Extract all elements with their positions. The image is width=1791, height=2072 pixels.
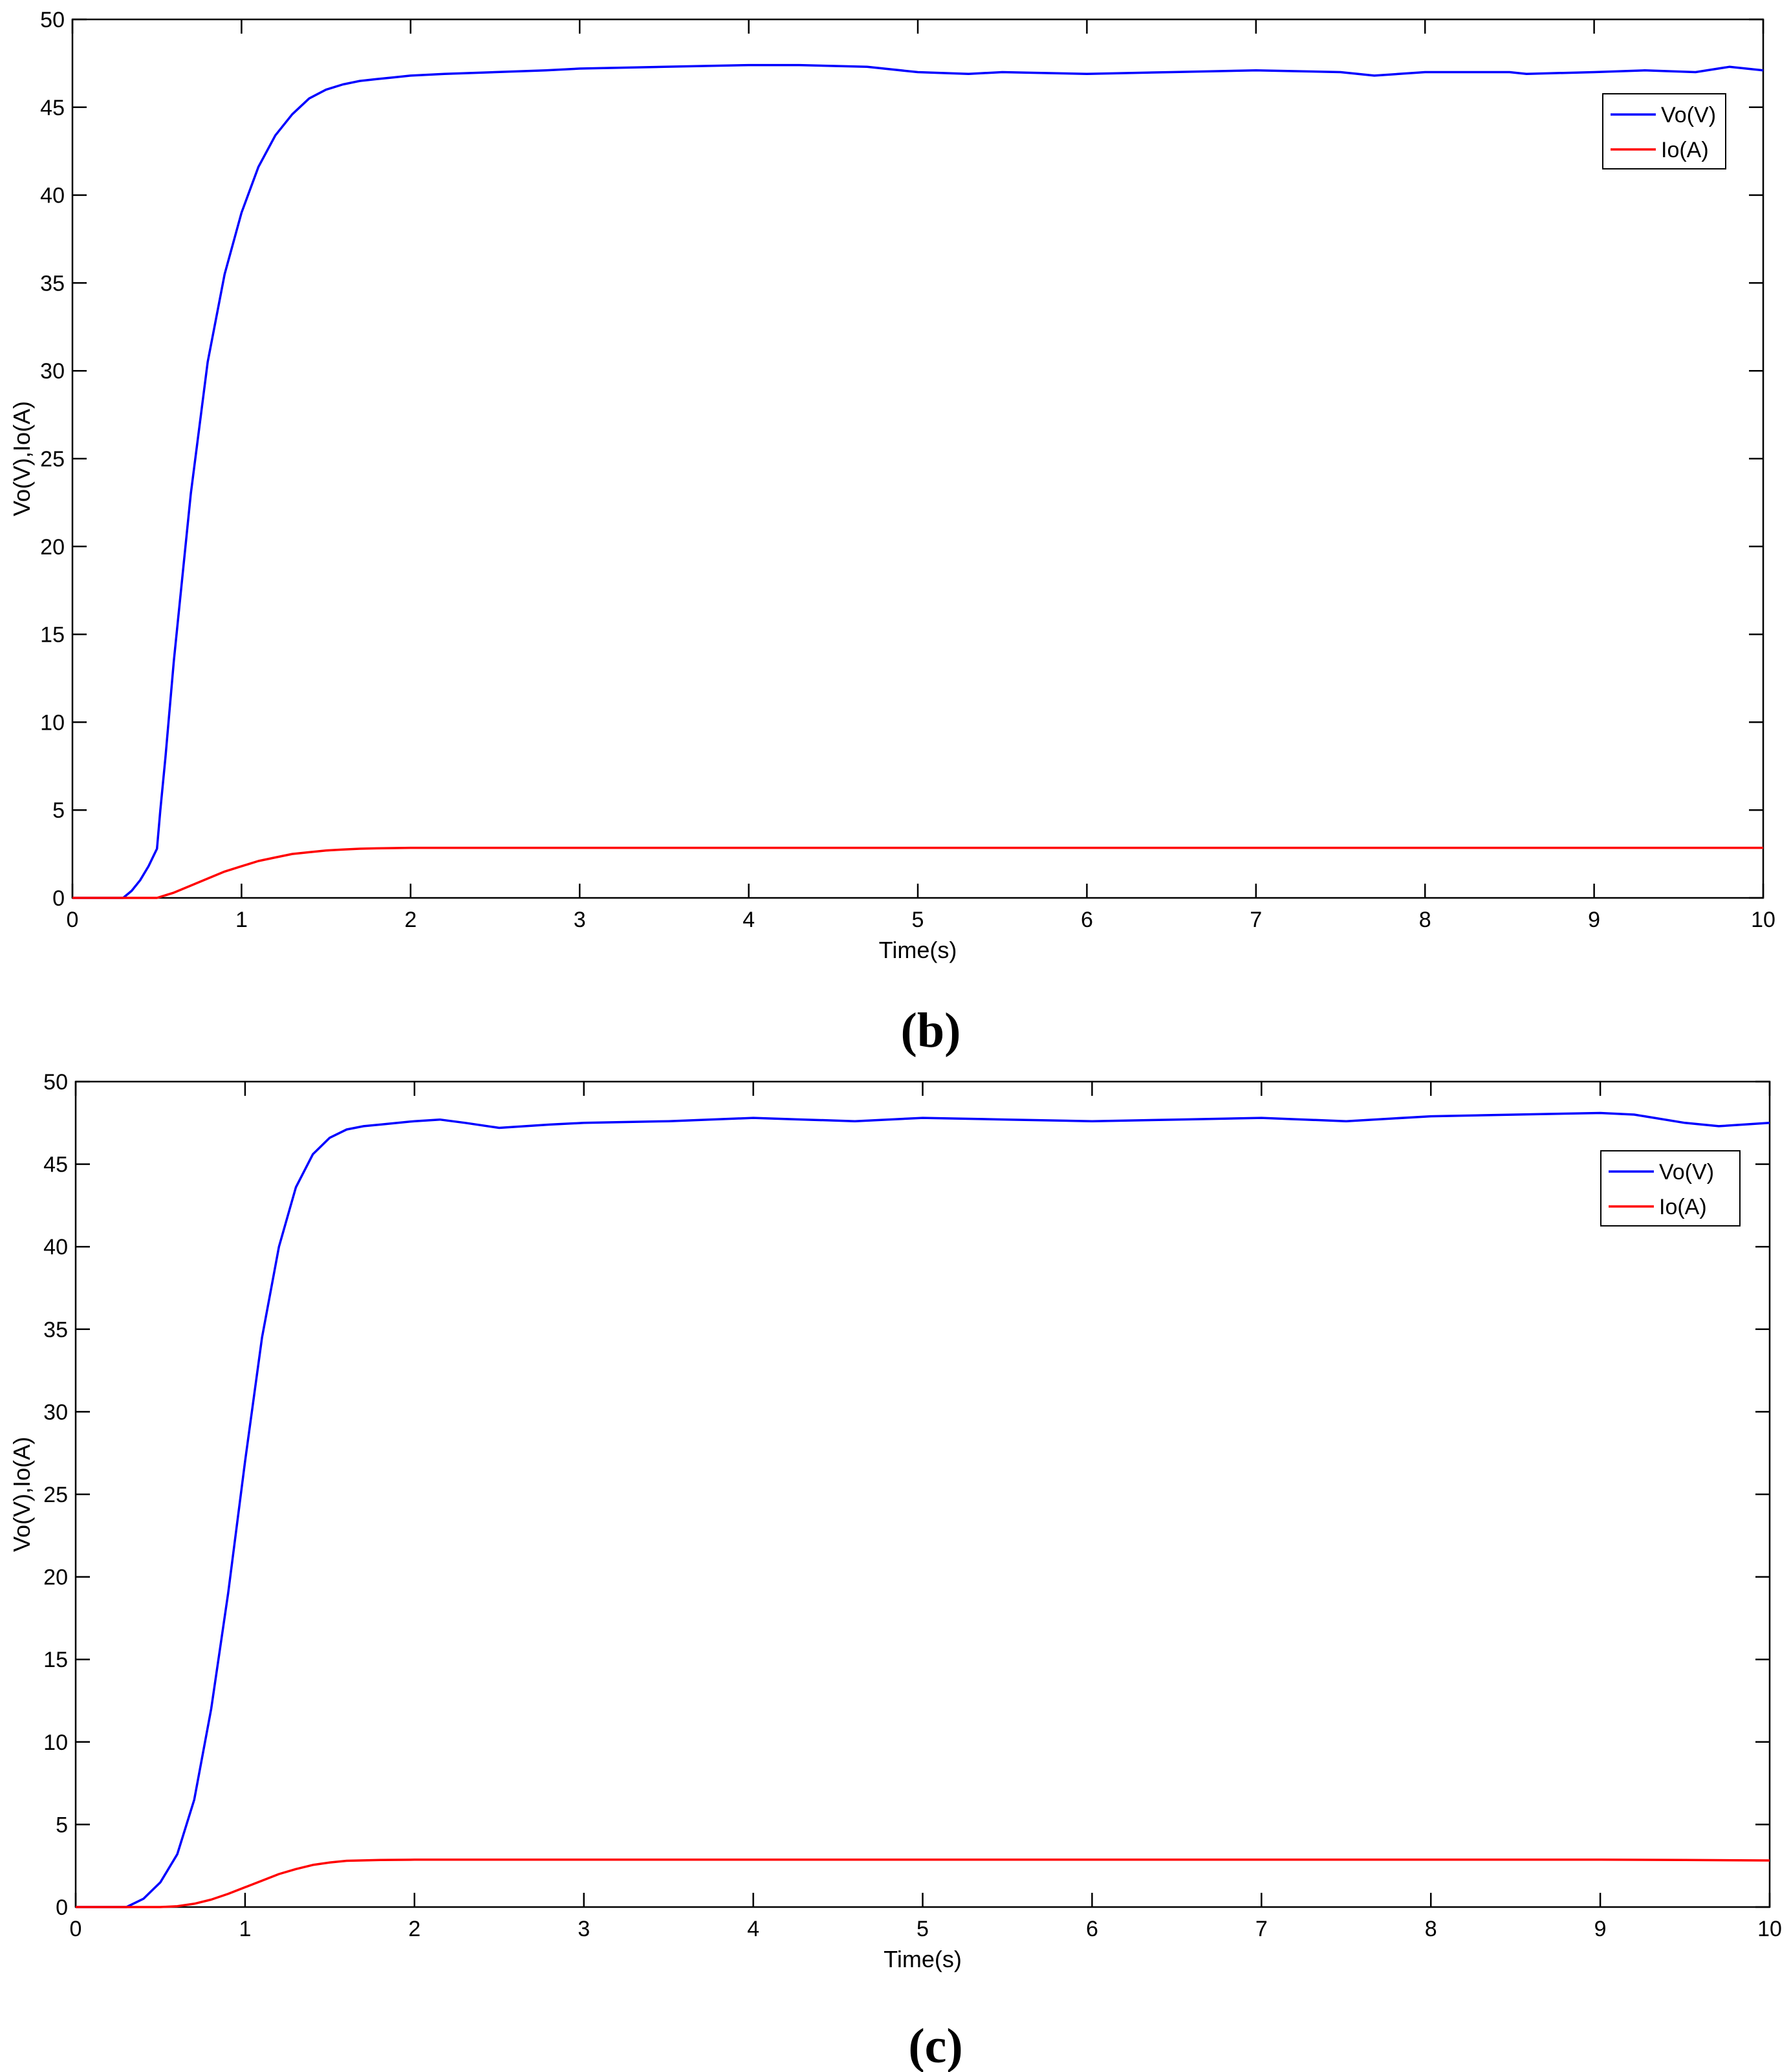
series-line-io <box>76 1859 1770 1908</box>
plot-area <box>74 1080 1771 1908</box>
x-tick-label: 7 <box>1255 1917 1268 1941</box>
y-tick-label: 45 <box>40 96 65 120</box>
y-tick-label: 35 <box>43 1318 68 1342</box>
y-tick-label: 5 <box>52 798 65 823</box>
chart-panel-b: 0 1 2 3 4 5 6 7 8 9 1005101520253035404550Time(s)V… <box>8 8 1775 1058</box>
y-tick-label: 20 <box>40 535 65 560</box>
y-tick-label: 45 <box>43 1153 68 1177</box>
legend-entry-label: Vo(V) <box>1661 103 1716 127</box>
x-axis-label: Time(s) <box>879 937 957 963</box>
x-tick-label: 1 <box>239 1917 251 1941</box>
x-tick-label: 8 <box>1419 908 1431 932</box>
y-tick-label: 15 <box>43 1648 68 1672</box>
x-tick-label: 5 <box>917 1917 929 1941</box>
y-tick-label: 35 <box>40 271 65 296</box>
y-tick-label: 25 <box>40 447 65 472</box>
panel-caption: (c) <box>908 2019 962 2072</box>
x-tick-label: 3 <box>578 1917 590 1941</box>
x-tick-label: 10 <box>1757 1917 1782 1941</box>
x-tick-label: 1 <box>235 908 248 932</box>
legend-entry-label: Vo(V) <box>1659 1160 1714 1184</box>
y-axis-label: Vo(V),Io(A) <box>8 401 35 516</box>
x-tick-label: 10 <box>1751 908 1775 932</box>
y-tick-label: 40 <box>40 184 65 208</box>
series-line-io <box>72 846 1763 899</box>
x-tick-label: 3 <box>574 908 586 932</box>
x-tick-label: 6 <box>1081 908 1093 932</box>
x-tick-label: 9 <box>1588 908 1600 932</box>
y-axis-label: Vo(V),Io(A) <box>8 1437 35 1552</box>
series-line-vo <box>72 63 1764 899</box>
chart-panel-c: 0 1 2 3 4 5 6 7 8 9 1005101520253035404550Time(s)V… <box>8 1070 1782 2072</box>
x-tick-label: 4 <box>747 1917 759 1941</box>
y-tick-label: 10 <box>40 710 65 735</box>
y-tick-label: 50 <box>43 1070 68 1095</box>
x-axis-label: Time(s) <box>884 1946 962 1972</box>
legend-entry-label: Io(A) <box>1659 1195 1707 1219</box>
y-tick-label: 5 <box>56 1813 68 1837</box>
x-tick-label: 7 <box>1250 908 1262 932</box>
legend-box <box>1602 93 1726 169</box>
y-tick-label: 25 <box>43 1483 68 1507</box>
y-tick-label: 30 <box>40 359 65 384</box>
legend-entry-label: Io(A) <box>1661 138 1709 162</box>
y-tick-label: 50 <box>40 8 65 32</box>
legend-box <box>1600 1150 1741 1227</box>
x-tick-label: 5 <box>912 908 924 932</box>
x-tick-label: 9 <box>1594 1917 1607 1941</box>
plot-area <box>71 18 1764 899</box>
x-tick-label: 0 <box>67 908 79 932</box>
y-tick-label: 40 <box>43 1235 68 1260</box>
y-tick-label: 15 <box>40 623 65 648</box>
y-tick-label: 30 <box>43 1400 68 1424</box>
x-tick-label: 4 <box>743 908 755 932</box>
series-line-vo <box>76 1111 1770 1908</box>
y-tick-label: 0 <box>56 1895 68 1920</box>
x-tick-label: 0 <box>70 1917 82 1941</box>
y-tick-label: 20 <box>43 1565 68 1590</box>
x-tick-label: 8 <box>1425 1917 1437 1941</box>
y-tick-label: 0 <box>52 886 65 911</box>
x-tick-label: 6 <box>1086 1917 1098 1941</box>
panel-caption: (b) <box>901 1003 961 1058</box>
y-tick-label: 10 <box>43 1730 68 1755</box>
x-tick-label: 2 <box>408 1917 420 1941</box>
x-tick-label: 2 <box>404 908 417 932</box>
